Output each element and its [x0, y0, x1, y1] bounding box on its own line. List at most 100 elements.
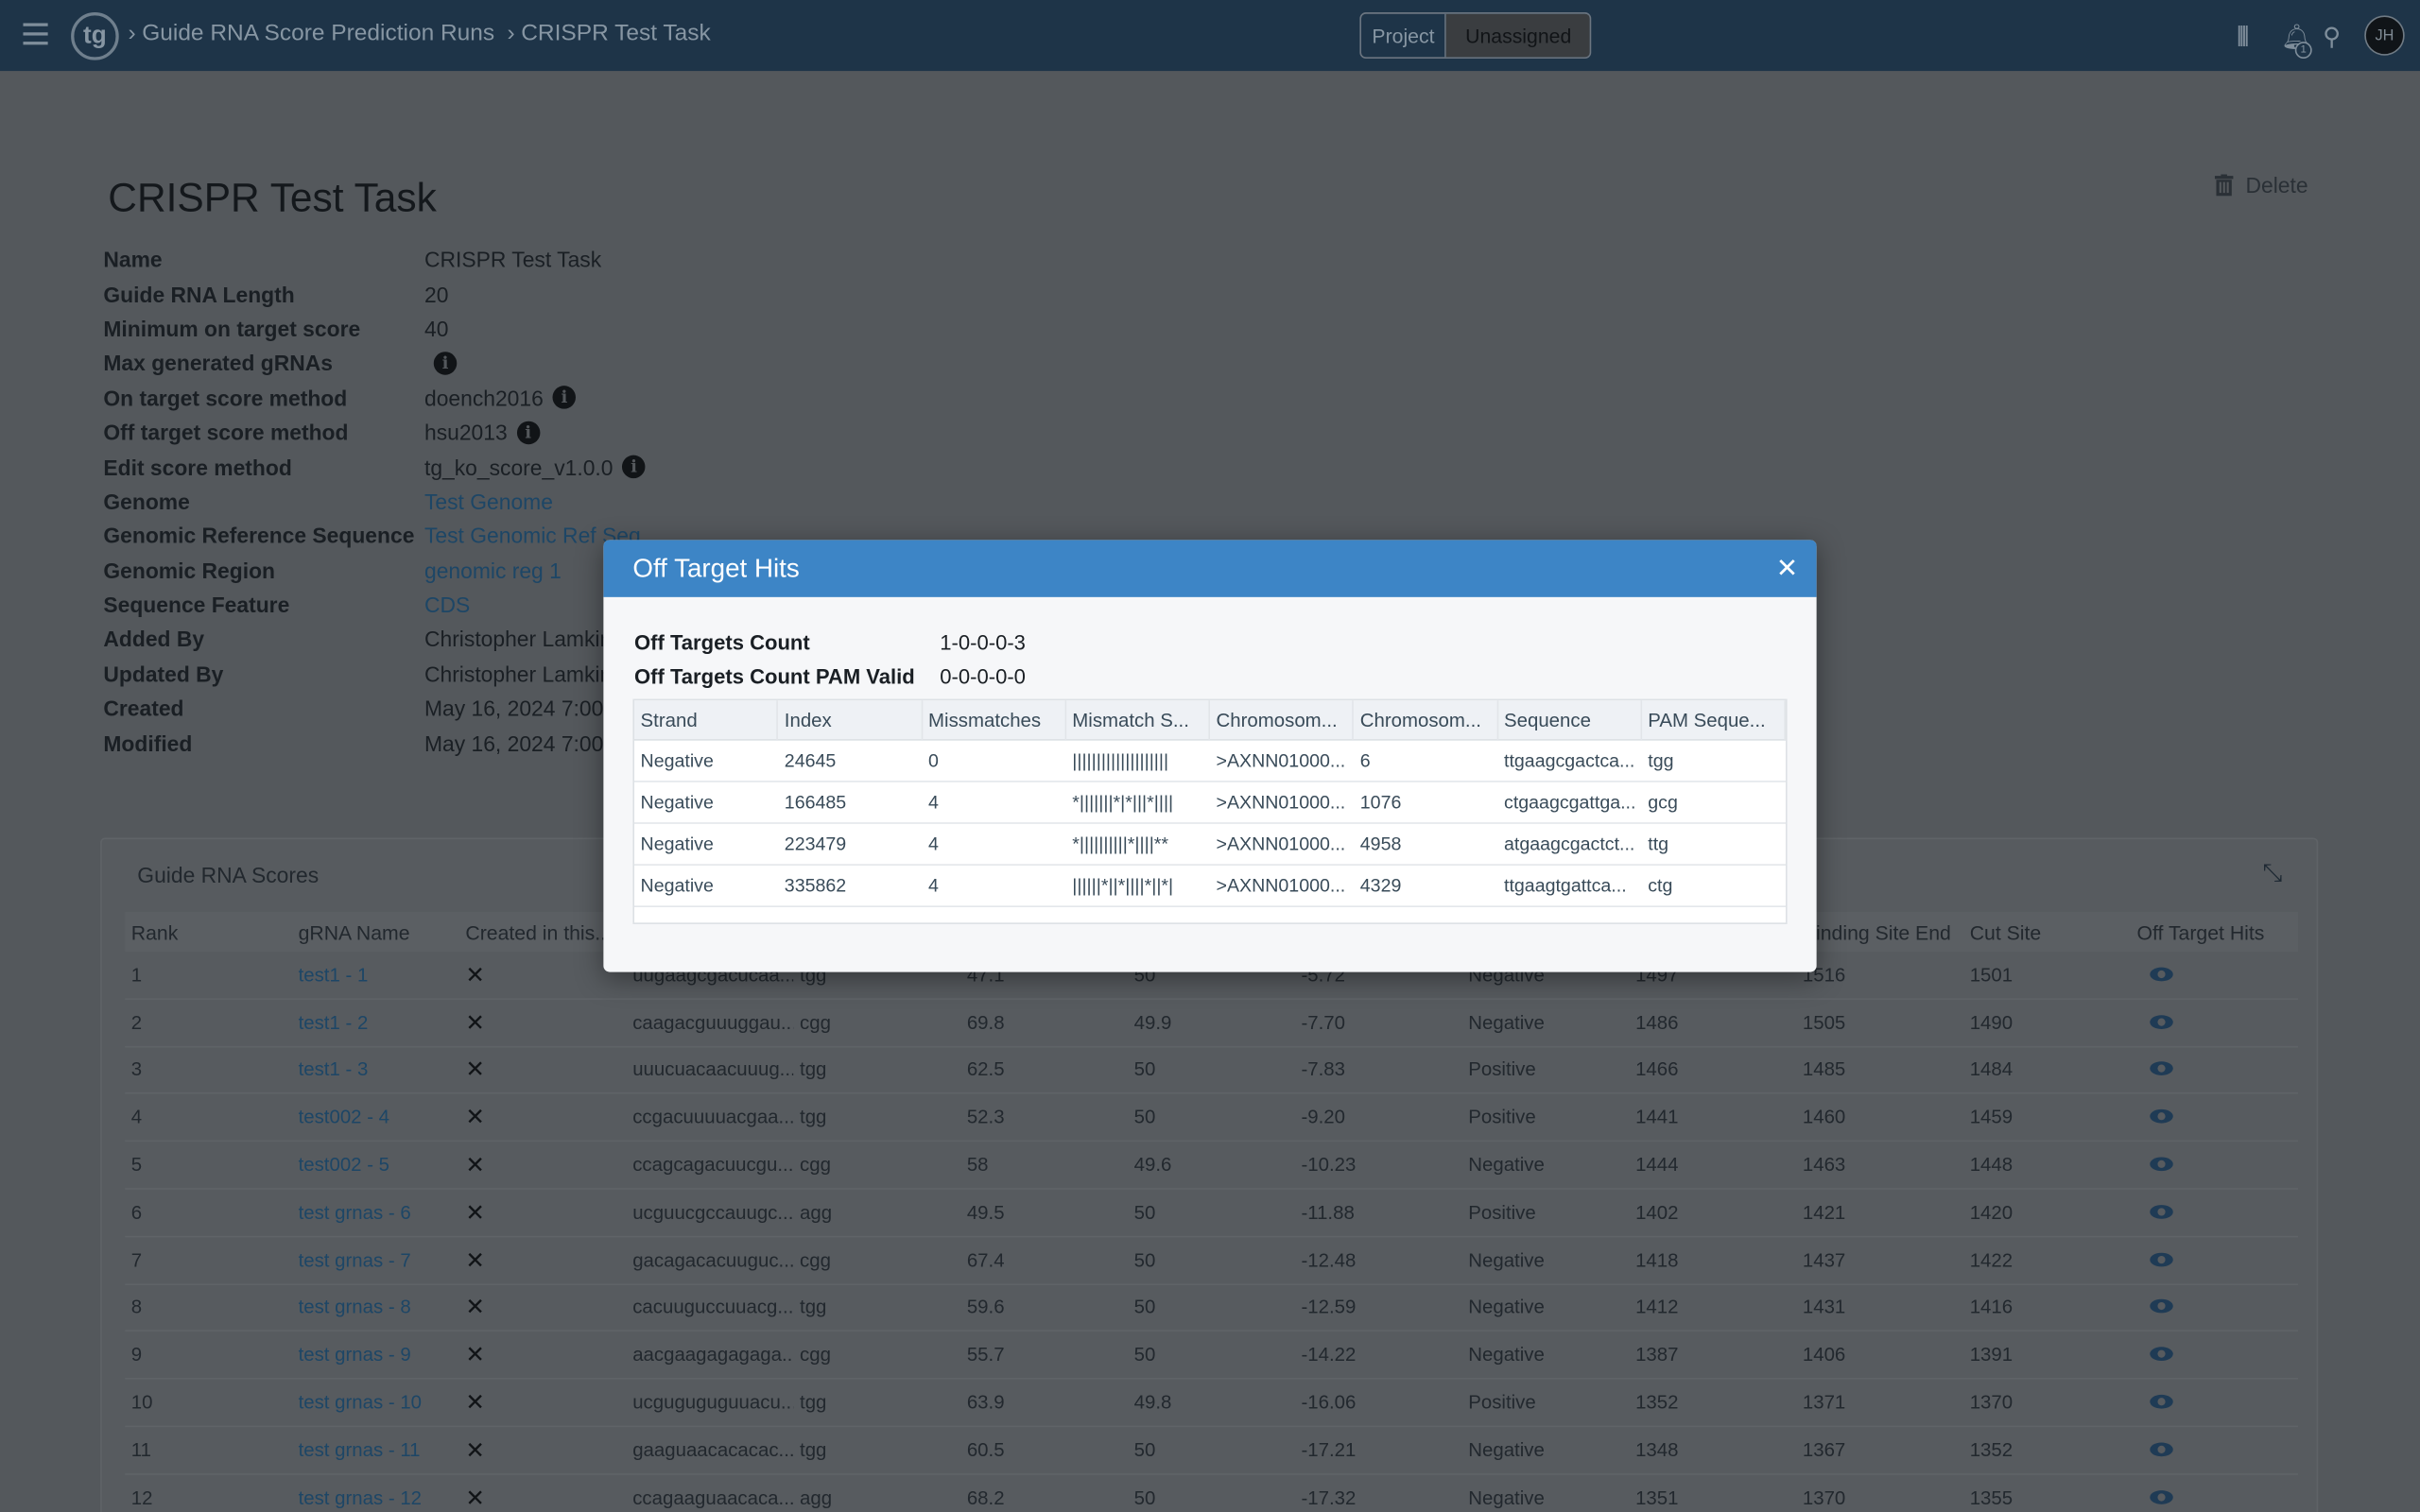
info-icon[interactable]: i	[622, 455, 646, 479]
grna-name-link[interactable]: test1 - 2	[298, 1011, 369, 1034]
eye-icon[interactable]	[2149, 1347, 2173, 1362]
table-cell: 63.9	[966, 1391, 1005, 1414]
detail-row: Minimum on target score 40	[103, 311, 645, 346]
table-cell: ccgacuuuuacgaa...	[632, 1107, 794, 1128]
table-row[interactable]: 3 test1 - 3 ✕ uuucuacaacuuug... tgg 62.5 50 -7.…	[125, 1047, 2299, 1095]
table-cell: 1448	[1969, 1154, 2014, 1177]
eye-icon[interactable]	[2149, 1109, 2173, 1125]
eye-icon[interactable]	[2149, 1014, 2173, 1029]
detail-value-wrap: i	[424, 352, 458, 375]
close-icon[interactable]: ✕	[1775, 554, 1799, 584]
table-row[interactable]: 5 test002 - 5 ✕ ccagcagacuucgu... cgg 58 49.6 -…	[125, 1142, 2299, 1190]
detail-label: Off target score method	[103, 420, 349, 445]
table-cell: 1441	[1635, 1107, 1679, 1128]
eye-icon[interactable]	[2149, 967, 2173, 982]
grna-name-link[interactable]: test grnas - 6	[298, 1201, 411, 1224]
grna-name-link[interactable]: test grnas - 12	[298, 1486, 423, 1509]
table-row[interactable]: Negative 24645 0 |||||||||||||||||||| >AXNN0…	[634, 741, 1786, 782]
detail-value-wrap: Christopher Lamkin	[424, 662, 603, 686]
table-cell: >AXNN01000...	[1216, 833, 1346, 855]
eye-icon[interactable]	[2149, 1252, 2173, 1266]
table-cell: Negative	[640, 791, 714, 814]
grna-name-link[interactable]: test002 - 5	[298, 1154, 390, 1177]
table-cell: -9.20	[1301, 1107, 1345, 1128]
barcode-icon[interactable]: ||||	[2236, 21, 2250, 46]
grna-name-link[interactable]: test grnas - 11	[298, 1439, 421, 1461]
column-header[interactable]: Strand	[634, 699, 779, 740]
table-row[interactable]: 7 test grnas - 7 ✕ gacagacacuuguc... cgg 67.4…	[125, 1237, 2299, 1285]
column-header[interactable]: gRNA Name	[298, 919, 410, 944]
detail-link[interactable]: Test Genome	[424, 489, 553, 514]
table-row[interactable]: Negative 166485 4 *|||||||*|*|||*|||| >AXNN0…	[634, 782, 1786, 824]
project-selector[interactable]: Project Unassigned	[1359, 12, 1592, 60]
table-row[interactable]: 9 test grnas - 9 ✕ aacgaagagagaga... cgg 55.7…	[125, 1332, 2299, 1380]
column-header[interactable]: Sequence	[1497, 699, 1642, 740]
table-row[interactable]: 11 test grnas - 11 ✕ gaaguaacacacac... tgg 60…	[125, 1427, 2299, 1475]
eye-icon[interactable]	[2149, 1204, 2173, 1219]
info-icon[interactable]: i	[433, 352, 458, 375]
table-cell: cgg	[800, 1248, 831, 1271]
eye-icon[interactable]	[2149, 1299, 2173, 1314]
column-header[interactable]: Created in this...	[465, 919, 612, 944]
grna-name-link[interactable]: test1 - 1	[298, 964, 369, 987]
stat-row: Off Targets Count PAM Valid 0-0-0-0-0	[634, 659, 1026, 693]
grna-name-link[interactable]: test grnas - 10	[298, 1391, 423, 1414]
project-value[interactable]: Unassigned	[1446, 13, 1590, 58]
search-icon[interactable]: ⚲	[2323, 25, 2342, 51]
table-row[interactable]: 8 test grnas - 8 ✕ cacuuguccuuacg... tgg 59.6…	[125, 1284, 2299, 1332]
minimize-icon[interactable]: ⤡	[2262, 861, 2283, 887]
column-header[interactable]: Cut Site	[1969, 919, 2042, 944]
table-cell: gacagacacuuguc...	[632, 1248, 794, 1271]
info-icon[interactable]: i	[516, 421, 540, 444]
grna-name-link[interactable]: test1 - 3	[298, 1058, 369, 1081]
table-row[interactable]: Negative 223479 4 *||||||||||*||||** >AXNN01…	[634, 824, 1786, 866]
eye-icon[interactable]	[2149, 1395, 2173, 1409]
grna-name-link[interactable]: test grnas - 8	[298, 1297, 411, 1319]
detail-row: Genome Test Genome	[103, 484, 645, 519]
table-cell: 52.3	[966, 1107, 1005, 1128]
avatar[interactable]: JH	[2364, 15, 2405, 56]
off-target-hits-cell	[2131, 1344, 2298, 1366]
delete-button[interactable]: Delete	[2214, 173, 2308, 198]
detail-value-wrap: genomic reg 1	[424, 558, 562, 583]
table-row[interactable]: 10 test grnas - 10 ✕ ucguguguguuacu... tgg 63…	[125, 1380, 2299, 1428]
column-header[interactable]: Chromosom...	[1354, 699, 1498, 740]
grna-name-link[interactable]: test grnas - 7	[298, 1248, 411, 1271]
detail-row: Created May 16, 2024 7:00	[103, 692, 645, 727]
column-header[interactable]: Rank	[130, 919, 179, 944]
app-logo[interactable]: tg	[71, 12, 119, 60]
table-cell: Positive	[1468, 1391, 1536, 1414]
table-row[interactable]: 4 test002 - 4 ✕ ccgacuuuuacgaa... tgg 52.3 50 -…	[125, 1094, 2299, 1143]
created-cell: ✕	[459, 1104, 627, 1131]
table-cell: Negative	[1468, 1248, 1545, 1271]
table-cell: 1437	[1802, 1248, 1846, 1271]
table-cell: tgg	[800, 1058, 827, 1081]
detail-link[interactable]: CDS	[424, 593, 471, 618]
hamburger-menu-icon[interactable]	[23, 23, 48, 45]
eye-icon[interactable]	[2149, 1157, 2173, 1172]
detail-link[interactable]: genomic reg 1	[424, 558, 562, 583]
eye-icon[interactable]	[2149, 1442, 2173, 1456]
table-row[interactable]: 2 test1 - 2 ✕ caagacguuuggau... cgg 69.8 49.9 -…	[125, 1000, 2299, 1047]
eye-icon[interactable]	[2149, 1489, 2173, 1504]
column-header[interactable]: Mismatch S...	[1066, 699, 1210, 740]
table-cell: 1505	[1802, 1011, 1846, 1034]
created-cell: ✕	[459, 1151, 627, 1179]
eye-icon[interactable]	[2149, 1062, 2173, 1076]
breadcrumb-runs[interactable]: Guide RNA Score Prediction Runs	[142, 20, 495, 46]
grna-name-link[interactable]: test002 - 4	[298, 1107, 390, 1128]
table-row[interactable]: 6 test grnas - 6 ✕ ucguucgccauugc... agg 49.5…	[125, 1190, 2299, 1238]
column-header[interactable]: Off Target Hits	[2136, 919, 2265, 944]
table-row[interactable]: Negative 335862 4 ||||||*||*||||*||*| >AXNN0…	[634, 866, 1786, 907]
column-header[interactable]: Binding Site End	[1802, 919, 1951, 944]
table-row[interactable]: 12 test grnas - 12 ✕ ccagaaguaacaca... agg 68…	[125, 1474, 2298, 1512]
info-icon[interactable]: i	[552, 386, 577, 410]
column-header[interactable]: PAM Seque...	[1642, 699, 1786, 740]
table-cell: 1486	[1635, 1011, 1679, 1034]
column-header[interactable]: Index	[778, 699, 923, 740]
detail-value: doench2016	[424, 385, 544, 410]
column-header[interactable]: Missmatches	[923, 699, 1066, 740]
column-header[interactable]: Chromosom...	[1210, 699, 1355, 740]
grna-name-link[interactable]: test grnas - 9	[298, 1344, 411, 1366]
table-cell: aacgaagagagaga...	[632, 1344, 794, 1366]
